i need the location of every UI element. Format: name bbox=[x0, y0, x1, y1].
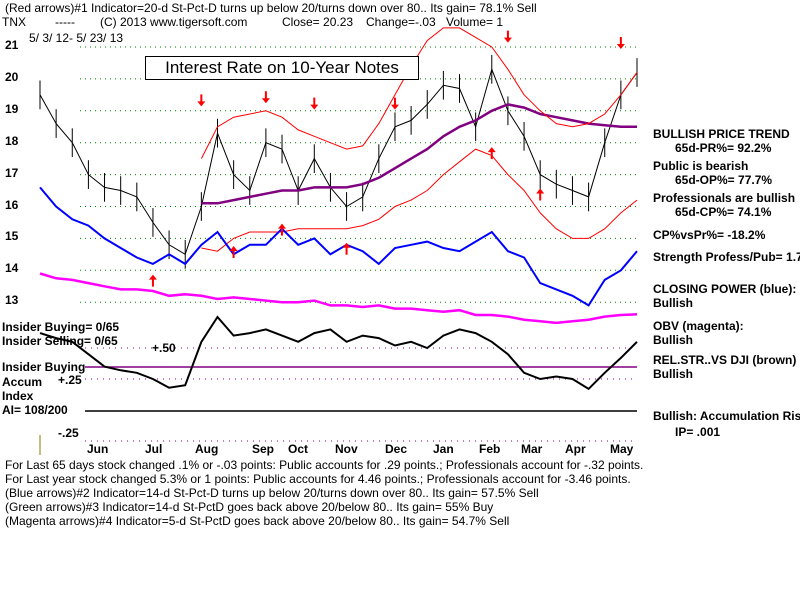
month-label-jan: Jan bbox=[433, 442, 454, 456]
closing-power-status: Bullish bbox=[653, 296, 694, 310]
price-tick-18: 18 bbox=[5, 133, 19, 148]
accum-tick-25: +.25 bbox=[58, 373, 82, 387]
obv-line bbox=[39, 272, 638, 325]
ip-value: IP= .001 bbox=[675, 425, 721, 439]
ai-value: AI= 108/200 bbox=[2, 403, 68, 417]
public-label: Public is bearish bbox=[653, 159, 749, 173]
chart-title: Interest Rate on 10-Year Notes bbox=[145, 56, 419, 80]
lower-band-line bbox=[201, 148, 638, 252]
copyright: (C) 2013 www.tigersoft.com bbox=[100, 15, 248, 29]
date-range: 5/ 3/ 12- 5/ 23/ 13 bbox=[29, 31, 124, 45]
price-line bbox=[39, 67, 638, 256]
red-down-arrow bbox=[261, 91, 270, 104]
footer-line-1: For Last 65 days stock changed .1% or -.… bbox=[5, 458, 644, 472]
relstr-status: Bullish bbox=[653, 367, 694, 381]
footer-line-3: (Blue arrows)#2 Indicator=14-d St-Pct-D … bbox=[5, 486, 539, 500]
red-down-arrow bbox=[503, 30, 512, 43]
red-down-arrow bbox=[390, 97, 399, 110]
red-down-arrow bbox=[197, 94, 206, 107]
cpvspr-value: CP%vsPr%= -18.2% bbox=[653, 228, 766, 242]
upper-band-line bbox=[200, 27, 638, 159]
month-label-mar: Mar bbox=[521, 442, 543, 456]
trend-label: BULLISH PRICE TREND bbox=[653, 127, 790, 141]
dashes: ----- bbox=[55, 15, 75, 29]
month-label-nov: Nov bbox=[335, 442, 358, 456]
price-tick-21: 21 bbox=[5, 38, 19, 52]
month-label-sep: Sep bbox=[252, 442, 275, 456]
ticker: TNX bbox=[2, 15, 26, 29]
red-down-arrow bbox=[310, 97, 319, 110]
month-label-jul: Jul bbox=[145, 442, 163, 456]
price-tick-14: 14 bbox=[5, 261, 19, 276]
price-tick-20: 20 bbox=[5, 69, 19, 84]
change-value: Change=-.03 bbox=[366, 15, 436, 29]
accumulation-index-line bbox=[39, 315, 638, 391]
closing-power-label: CLOSING POWER (blue): bbox=[653, 282, 797, 296]
red-up-arrow bbox=[536, 188, 545, 201]
relstr-label: REL.STR..VS DJI (brown) bbox=[653, 353, 797, 367]
pr-value: 65d-PR%= 92.2% bbox=[675, 141, 772, 155]
red-up-arrow bbox=[487, 147, 496, 160]
red-up-arrow bbox=[229, 245, 238, 258]
moving-average-line bbox=[201, 103, 637, 205]
pros-label: Professionals are bullish bbox=[653, 191, 796, 205]
price-tick-17: 17 bbox=[5, 165, 19, 180]
insider-buying: Insider Buying= 0/65 bbox=[2, 320, 120, 334]
footer-line-5: (Magenta arrows)#4 Indicator=5-d St-PctD… bbox=[5, 514, 510, 528]
footer-line-2: For Last year stock changed 5.3% or 1 po… bbox=[5, 472, 631, 486]
index-label: Index bbox=[2, 389, 34, 403]
red-up-arrow bbox=[342, 242, 351, 255]
accum-status: Bullish: Accumulation Rising bbox=[653, 409, 800, 423]
op-value: 65d-OP%= 77.7% bbox=[675, 173, 773, 187]
insider-selling: Insider Selling= 0/65 bbox=[2, 334, 118, 348]
obv-label: OBV (magenta): bbox=[653, 319, 744, 333]
price-tick-13: 13 bbox=[5, 293, 19, 308]
cp-value: 65d-CP%= 74.1% bbox=[675, 205, 772, 219]
price-tick-16: 16 bbox=[5, 197, 19, 212]
month-label-oct: Oct bbox=[288, 442, 309, 456]
price-tick-15: 15 bbox=[5, 229, 19, 244]
accum-tick-50: +.50 bbox=[152, 341, 176, 355]
obv-status: Bullish bbox=[653, 333, 694, 347]
month-label-apr: Apr bbox=[565, 442, 586, 456]
accum-label: Accum bbox=[2, 375, 43, 389]
strength-value: Strength Profess/Pub= 1.7 bbox=[653, 250, 800, 264]
accum-tick-neg25: -.25 bbox=[58, 426, 79, 440]
footer-line-4: (Green arrows)#3 Indicator=14-d St-PctD … bbox=[5, 500, 494, 514]
month-label-may: May bbox=[610, 442, 634, 456]
price-tick-19: 19 bbox=[5, 101, 19, 116]
month-label-dec: Dec bbox=[385, 442, 408, 456]
insider-buying-label: Insider Buying bbox=[2, 360, 86, 374]
month-label-feb: Feb bbox=[479, 442, 501, 456]
red-up-arrow bbox=[278, 223, 287, 236]
month-label-aug: Aug bbox=[195, 442, 219, 456]
red-up-arrow bbox=[148, 274, 157, 287]
month-label-jun: Jun bbox=[87, 442, 109, 456]
volume-value: Volume= 1 bbox=[446, 15, 504, 29]
red-down-arrow bbox=[616, 37, 625, 49]
closing-power-line bbox=[39, 186, 638, 307]
close-value: Close= 20.23 bbox=[282, 15, 354, 29]
indicator-1-text: (Red arrows)#1 Indicator=20-d St-Pct-D t… bbox=[5, 1, 537, 15]
